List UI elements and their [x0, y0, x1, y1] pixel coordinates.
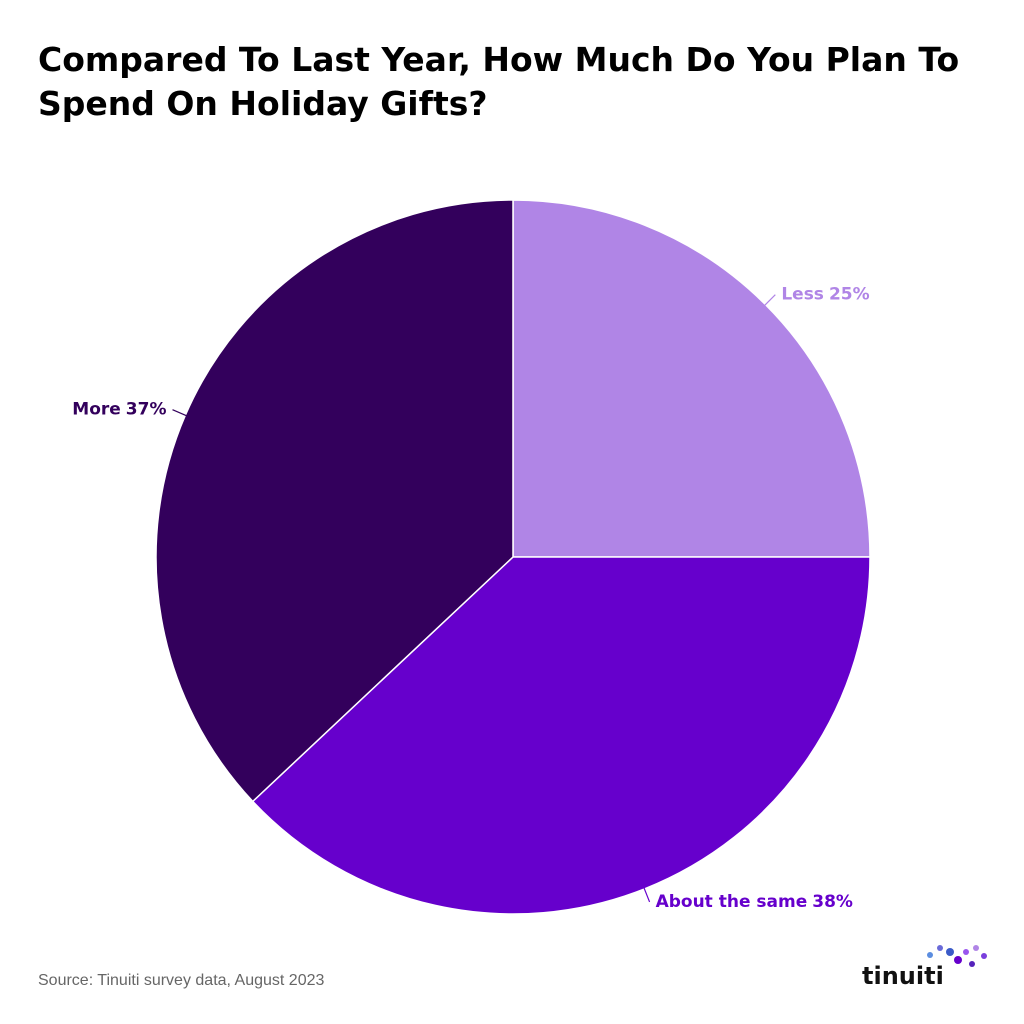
pie: Less 25% About the same 38% More 37%	[72, 199, 871, 915]
chart-title: Compared To Last Year, How Much Do You P…	[38, 40, 960, 123]
logo-icon	[927, 945, 987, 967]
slice-category: More	[72, 400, 121, 420]
slice-label: About the same 38%	[656, 892, 853, 912]
leader-line	[172, 409, 190, 418]
leader-line	[762, 294, 776, 308]
logo: tinuiti	[862, 962, 944, 990]
slice-category: About the same	[656, 892, 808, 912]
title-box: Compared To Last Year, How Much Do You P…	[38, 40, 960, 123]
leader-line	[642, 884, 651, 903]
slice-label: Less 25%	[781, 285, 869, 305]
slice-value: 37%	[126, 400, 167, 420]
slice-value: 25%	[829, 285, 870, 305]
source: Source: Tinuiti survey data, August 2023	[38, 972, 325, 989]
slice-category: Less	[781, 285, 824, 305]
slice-label: More 37%	[72, 400, 166, 420]
pie-slice	[512, 199, 871, 558]
slice-value: 38%	[812, 892, 853, 912]
